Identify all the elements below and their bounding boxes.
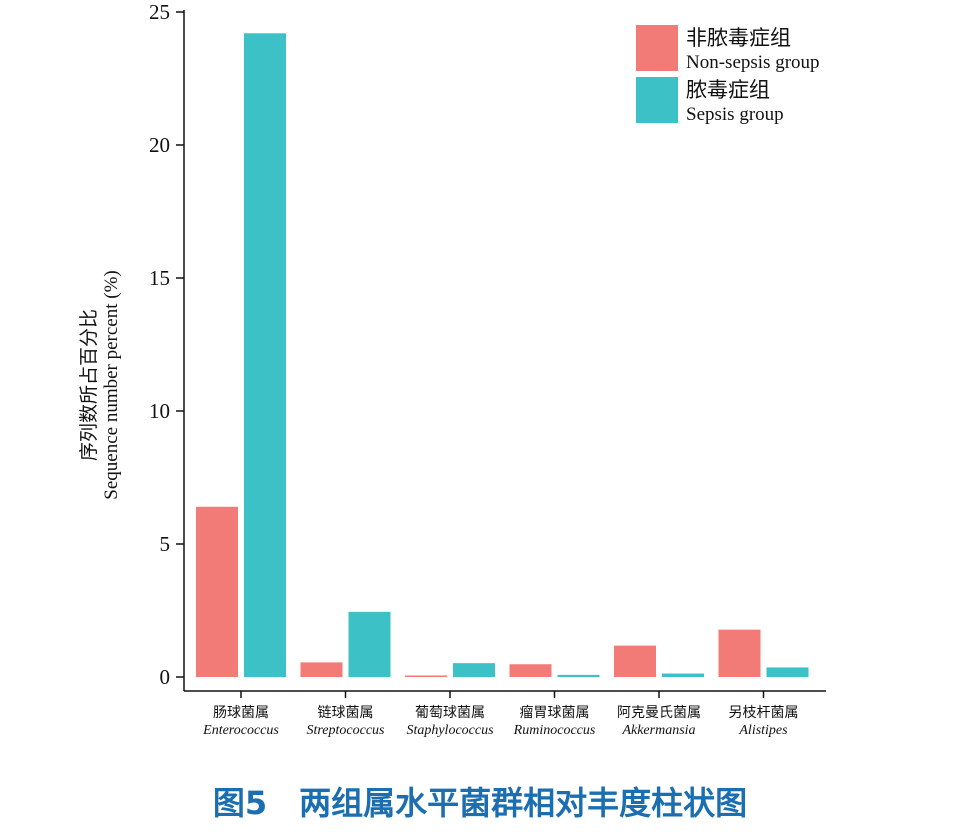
bar-non-sepsis-streptococcus: [300, 662, 343, 677]
y-tick-label: 0: [160, 665, 171, 689]
bar-sepsis-akkermansia: [662, 673, 704, 677]
figure-caption: 图5 两组属水平菌群相对丰度柱状图: [212, 784, 748, 822]
x-tick-labels: 肠球菌属 Enterococcus 链球菌属 Streptococcus 葡萄球菌属 St…: [202, 691, 799, 738]
x-tick-label-en: Enterococcus: [202, 723, 279, 738]
bar-non-sepsis-alistipes: [718, 629, 761, 677]
bars: [196, 33, 809, 677]
y-ticks: 0 5 10 15 20 25: [149, 0, 184, 689]
y-tick-label: 10: [149, 399, 170, 423]
x-tick-label-en: Akkermansia: [621, 723, 695, 738]
legend-label-cn: 非脓毒症组: [686, 26, 791, 50]
x-tick-label-en: Ruminococcus: [513, 723, 596, 738]
x-tick-label-en: Staphylococcus: [406, 723, 494, 738]
axes: [183, 10, 826, 692]
bar-sepsis-staphylococcus: [453, 663, 495, 677]
bar-non-sepsis-staphylococcus: [405, 675, 447, 677]
x-tick-label-cn: 瘤胃球菌属: [520, 704, 590, 721]
y-axis-label: 序列数所占百分比 Sequence number percent (%): [78, 270, 122, 499]
x-tick-label-cn: 另枝杆菌属: [729, 705, 799, 721]
bar-non-sepsis-enterococcus: [196, 506, 238, 677]
y-tick-label: 20: [149, 133, 170, 157]
x-tick-label-cn: 链球菌属: [318, 705, 374, 721]
x-tick-label-cn: 葡萄球菌属: [415, 705, 485, 721]
y-tick-label: 15: [149, 266, 170, 290]
y-tick-label: 5: [160, 532, 171, 556]
bar-chart: 0 5 10 15 20 25 肠球菌属 Enterococcus 链球菌属 Streptoco…: [78, 0, 826, 738]
bar-sepsis-alistipes: [766, 667, 809, 677]
y-tick-label: 25: [149, 0, 170, 24]
legend-label-en: Non-sepsis group: [686, 52, 820, 73]
legend-label-cn: 脓毒症组: [686, 78, 770, 102]
x-tick-label-en: Alistipes: [738, 723, 788, 738]
bar-sepsis-streptococcus: [348, 611, 391, 677]
y-axis-label-cn: 序列数所占百分比: [78, 309, 100, 461]
x-tick-label-cn: 阿克曼氏菌属: [617, 705, 701, 721]
legend-swatch-sepsis: [636, 77, 678, 123]
legend-swatch-non-sepsis: [636, 25, 678, 71]
x-tick-label-cn: 肠球菌属: [213, 705, 269, 721]
legend-label-en: Sepsis group: [686, 104, 784, 125]
bar-sepsis-ruminococcus: [557, 674, 600, 677]
bar-non-sepsis-akkermansia: [614, 645, 656, 677]
y-axis-label-en: Sequence number percent (%): [101, 270, 122, 499]
bar-non-sepsis-ruminococcus: [509, 664, 552, 677]
bar-sepsis-enterococcus: [244, 33, 286, 677]
x-tick-label-en: Streptococcus: [306, 723, 385, 738]
